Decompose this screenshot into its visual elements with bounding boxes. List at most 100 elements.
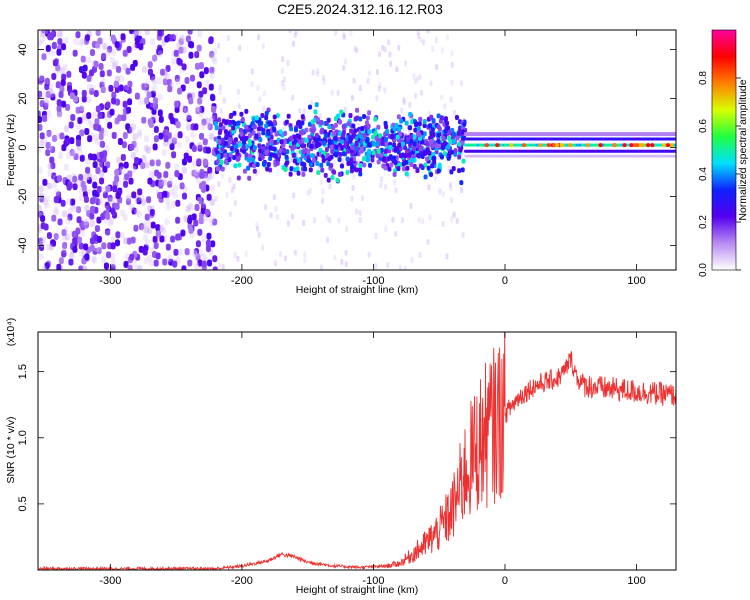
spectrogram-cell (417, 216, 421, 223)
spectrogram-cell (207, 123, 213, 131)
spectrogram-cell (518, 154, 522, 158)
spectrogram-cell (429, 171, 434, 177)
spectrogram-cell (449, 96, 453, 103)
spectrogram-cell (378, 51, 382, 58)
spectrogram-cell (411, 134, 416, 140)
spectrogram-cell (140, 224, 146, 232)
spectrogram-cell (409, 203, 413, 210)
spectrogram-cell (204, 79, 210, 87)
spectrogram-cell (443, 141, 448, 147)
spectrogram-cell (269, 212, 273, 219)
spectrogram-cell (228, 113, 233, 119)
spectrogram-cell (602, 154, 606, 158)
spectrogram-cell (476, 154, 480, 158)
spectrogram-cell (212, 57, 218, 65)
spectrogram-cell (123, 180, 129, 188)
spectrogram-cell (201, 235, 207, 243)
spectrogram-cell (216, 42, 220, 49)
spectrogram-cell (426, 239, 430, 246)
spectrogram-cell (45, 141, 51, 149)
spectrogram-cell (325, 214, 329, 221)
spectrogram-cell (285, 149, 290, 155)
spectrogram-x-label: Height of straight line (km) (296, 284, 419, 296)
spectrogram-cell (85, 157, 91, 165)
spectrogram-cell (422, 131, 427, 137)
spectrogram-cell (191, 213, 197, 221)
spectrogram-cell (181, 192, 187, 200)
spectrogram-cell (606, 154, 610, 158)
spectrogram-cell (84, 127, 90, 135)
spectrogram-cell (436, 132, 441, 138)
spectrogram-cell (157, 93, 163, 101)
snr-frame (37, 331, 677, 571)
spectrogram-cell (414, 92, 418, 99)
spectrogram-cell (288, 30, 292, 34)
spectrogram-cell (56, 99, 62, 107)
spectrogram-cell (163, 170, 169, 178)
spectrogram-cell (83, 243, 89, 251)
spectrogram-cell (190, 91, 196, 99)
spectrogram-cell (384, 141, 389, 147)
spectrogram-cell (298, 108, 302, 115)
spectrogram-cell (375, 153, 380, 159)
spectrogram-cell (69, 137, 75, 145)
spectrogram-cell (48, 243, 54, 251)
spectrogram-cell (43, 223, 49, 231)
colorbar-tick-label: 0.6 (698, 119, 709, 133)
spectrogram-cell (54, 189, 60, 197)
spectrogram-cell (60, 199, 66, 207)
spectrogram-cell (98, 133, 104, 141)
spectrogram-cell (451, 131, 456, 137)
spectrogram-cell (457, 168, 462, 174)
spectrogram-cell (272, 114, 277, 120)
spectrogram-cell (284, 154, 289, 160)
spectrogram-cell (56, 175, 62, 183)
spectrogram-cell (531, 154, 535, 158)
spectrogram-cell (92, 189, 98, 197)
spectrogram-cell (278, 129, 283, 135)
spectrogram-cell (127, 264, 133, 270)
spectrogram-cell (187, 216, 193, 224)
spectrogram-cell (492, 154, 496, 158)
spectrogram-cell (149, 114, 155, 122)
spectrogram-cell (547, 154, 551, 158)
spectrogram-cell (66, 183, 72, 191)
spectrogram-cell (335, 177, 340, 183)
spectrogram-cell (595, 154, 599, 158)
spectrogram-cell (163, 135, 169, 143)
spectrogram-cell (59, 132, 65, 140)
spectrogram-cell (236, 88, 240, 95)
spectrogram-cell (86, 74, 92, 82)
spectrogram-cell (350, 164, 355, 170)
spectrogram-cell (188, 97, 194, 105)
spectrogram-cell (158, 115, 164, 123)
x-tick-label: -100 (362, 575, 384, 587)
spectrogram-cell (353, 128, 358, 134)
spectrogram-cell (459, 180, 464, 186)
spectrogram-cell (192, 249, 198, 257)
spectrogram-cell (126, 194, 132, 202)
spectrogram-cell (99, 140, 105, 148)
spectrogram-cell (152, 54, 158, 62)
spectrogram-cell (322, 140, 327, 146)
spectrogram-cell (500, 154, 504, 158)
spectrogram-cell (73, 38, 79, 46)
spectrogram-cell (219, 108, 223, 115)
spectrogram-cell (67, 213, 73, 221)
x-tick-label: -200 (231, 575, 253, 587)
spectrogram-cell (99, 160, 105, 168)
spectrogram-cell (68, 121, 74, 129)
spectrogram-cell (443, 128, 448, 134)
snr-plot-area (38, 332, 676, 570)
spectrogram-cell (266, 162, 271, 168)
spectrogram-cell (186, 91, 192, 99)
spectrogram-cell (512, 154, 516, 158)
spectrogram-cell (346, 148, 351, 154)
spectrogram-cell (327, 156, 332, 162)
spectrogram-cell (53, 196, 59, 204)
spectrogram-cell (293, 127, 298, 133)
spectrogram-cell (417, 121, 422, 127)
spectrogram-cell (96, 247, 102, 255)
spectrogram-cell (392, 142, 397, 148)
spectrogram-cell (200, 207, 206, 215)
